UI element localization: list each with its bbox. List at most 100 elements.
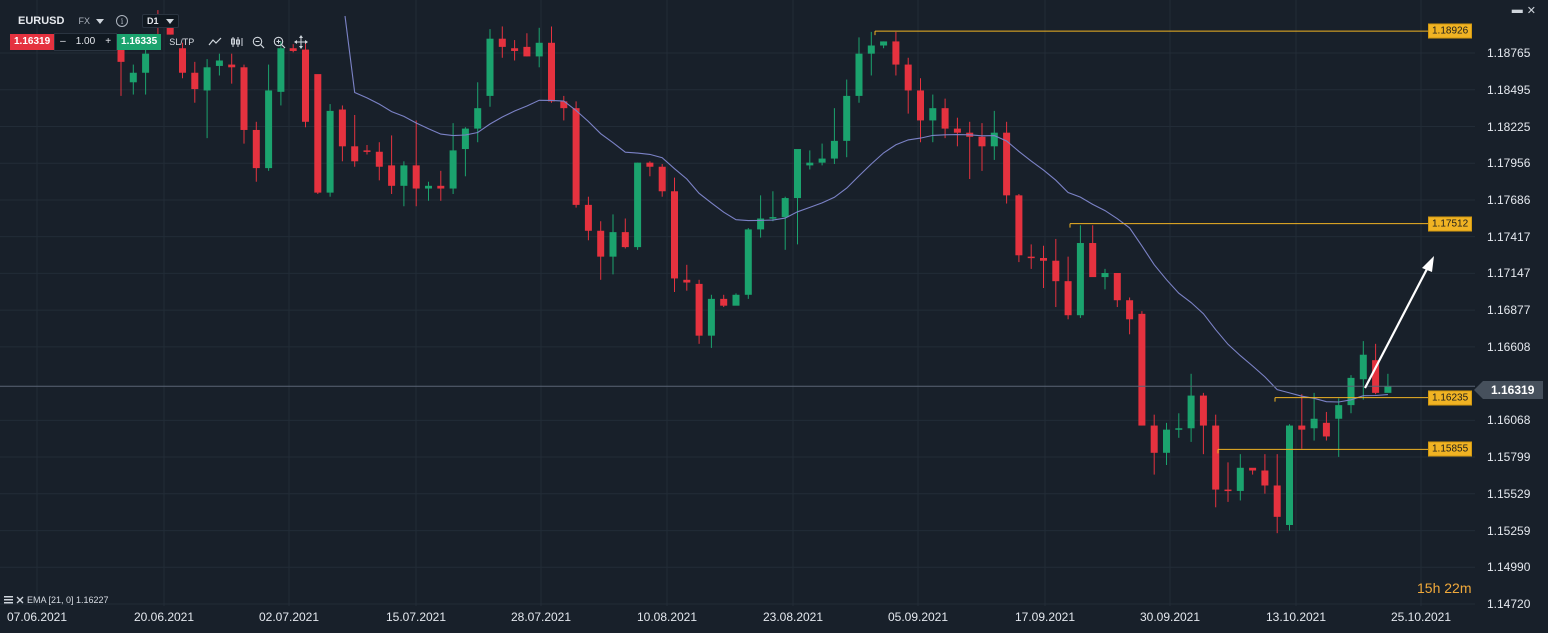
candle-body [400, 165, 408, 186]
candle-body [1138, 313, 1146, 426]
candle-timer: 15h 22m [1417, 580, 1472, 596]
timeframe-label: D1 [146, 16, 159, 26]
candle-body [1027, 256, 1035, 259]
date-label: 10.08.2021 [636, 610, 698, 624]
candle-body [1335, 405, 1343, 419]
date-label: 02.07.2021 [258, 610, 320, 624]
candle-body [1089, 243, 1097, 278]
price-label: 1.15529 [1487, 486, 1531, 501]
candle-body [572, 108, 580, 205]
level-price-tag[interactable]: 1.16235 [1428, 390, 1473, 406]
candle-body [425, 185, 432, 189]
current-price-tag: 1.16319 [1474, 381, 1543, 399]
maximize-icon[interactable]: ▬ [1511, 4, 1523, 16]
close-icon[interactable]: ✕ [1526, 5, 1536, 17]
buy-button[interactable]: 1.16335 [117, 34, 162, 50]
ema-label: EMA [21, 0] 1.16227 [27, 595, 109, 605]
symbol-bar: EURUSD FX i D1 [10, 12, 180, 30]
sell-button[interactable]: 1.16319 [10, 34, 55, 50]
date-label: 13.10.2021 [1265, 610, 1327, 624]
candle-body [818, 158, 826, 163]
candle-body [215, 60, 223, 66]
candle-body [941, 108, 949, 129]
candle-body [597, 230, 605, 257]
price-label: 1.16877 [1487, 303, 1531, 318]
candle-body [1015, 195, 1023, 256]
info-icon[interactable]: i [115, 15, 128, 27]
level-price-tag[interactable]: 1.17512 [1428, 216, 1473, 232]
move-icon[interactable] [294, 35, 309, 49]
candle-body [658, 166, 666, 192]
candle-body [855, 53, 863, 96]
candle-body [461, 128, 469, 150]
candle-body [449, 150, 457, 189]
line-chart-icon[interactable] [208, 37, 222, 47]
level-price-tag[interactable]: 1.15855 [1428, 441, 1473, 457]
quantity-stepper[interactable]: – 1.00 + [54, 33, 118, 51]
price-label: 1.18765 [1487, 46, 1531, 60]
symbol-name[interactable]: EURUSD [18, 15, 65, 27]
candle-body [1187, 395, 1195, 429]
candle-body [1113, 272, 1121, 301]
price-label: 1.17956 [1487, 156, 1531, 171]
candle-body [302, 49, 309, 122]
candle-settings-icon[interactable] [230, 36, 244, 48]
quantity-decrease[interactable]: – [60, 36, 66, 47]
date-label: 07.06.2021 [6, 610, 68, 624]
date-label: 25.10.2021 [1390, 610, 1452, 624]
candle-body [707, 298, 715, 336]
date-label: 28.07.2021 [510, 610, 572, 624]
date-label: 23.08.2021 [762, 610, 824, 624]
symbol-dropdown-icon[interactable] [95, 18, 104, 24]
sltp-button[interactable]: SL/TP [169, 37, 195, 47]
candle-body [240, 67, 248, 130]
candle-body [560, 101, 568, 109]
candle-body [757, 218, 765, 230]
candle-body [117, 46, 125, 62]
candle-body [191, 72, 199, 90]
price-label: 1.18495 [1487, 82, 1531, 97]
quantity-increase[interactable]: + [105, 36, 112, 47]
candle-body [1040, 258, 1047, 261]
candle-body [203, 67, 211, 91]
candle-body [929, 108, 937, 121]
timeframe-dropdown-icon [166, 18, 175, 24]
price-label: 1.17417 [1487, 229, 1531, 244]
timeframe-selector[interactable]: D1 [141, 14, 180, 28]
close-icon[interactable] [16, 596, 24, 604]
candle-body [228, 64, 236, 68]
candle-body [412, 165, 420, 189]
candle-body [1322, 422, 1330, 437]
candle-body [523, 46, 531, 57]
indicator-legend: EMA [21, 0] 1.16227 [4, 595, 109, 605]
candle-body [314, 74, 322, 193]
candle-body [1384, 386, 1392, 393]
candle-body [806, 162, 814, 166]
candle-body [892, 41, 900, 65]
price-label: 1.16068 [1487, 413, 1531, 428]
settings-icon[interactable] [4, 596, 13, 604]
candle-body [621, 232, 629, 248]
zoom-out-icon[interactable] [252, 36, 265, 49]
candle-body [1224, 489, 1232, 492]
date-label: 15.07.2021 [385, 610, 447, 624]
candle-body [781, 198, 789, 218]
zoom-in-icon[interactable] [273, 36, 286, 49]
candle-body [1372, 360, 1380, 393]
candle-body [904, 64, 912, 91]
level-price-tag[interactable]: 1.18926 [1428, 23, 1473, 39]
candle-body [634, 162, 642, 248]
candle-body [486, 38, 494, 96]
candle-body [732, 294, 740, 306]
candle-body [142, 53, 150, 73]
candle-body [1212, 425, 1220, 490]
ema-line [344, 15, 1388, 403]
candle-body [671, 191, 678, 279]
candle-body [695, 283, 703, 336]
quantity-value[interactable]: 1.00 [75, 36, 96, 47]
candle-body [794, 149, 801, 199]
trade-bar: 1.16319 – 1.00 + 1.16335 SL/TP [10, 33, 309, 51]
price-label: 1.15799 [1487, 450, 1531, 465]
